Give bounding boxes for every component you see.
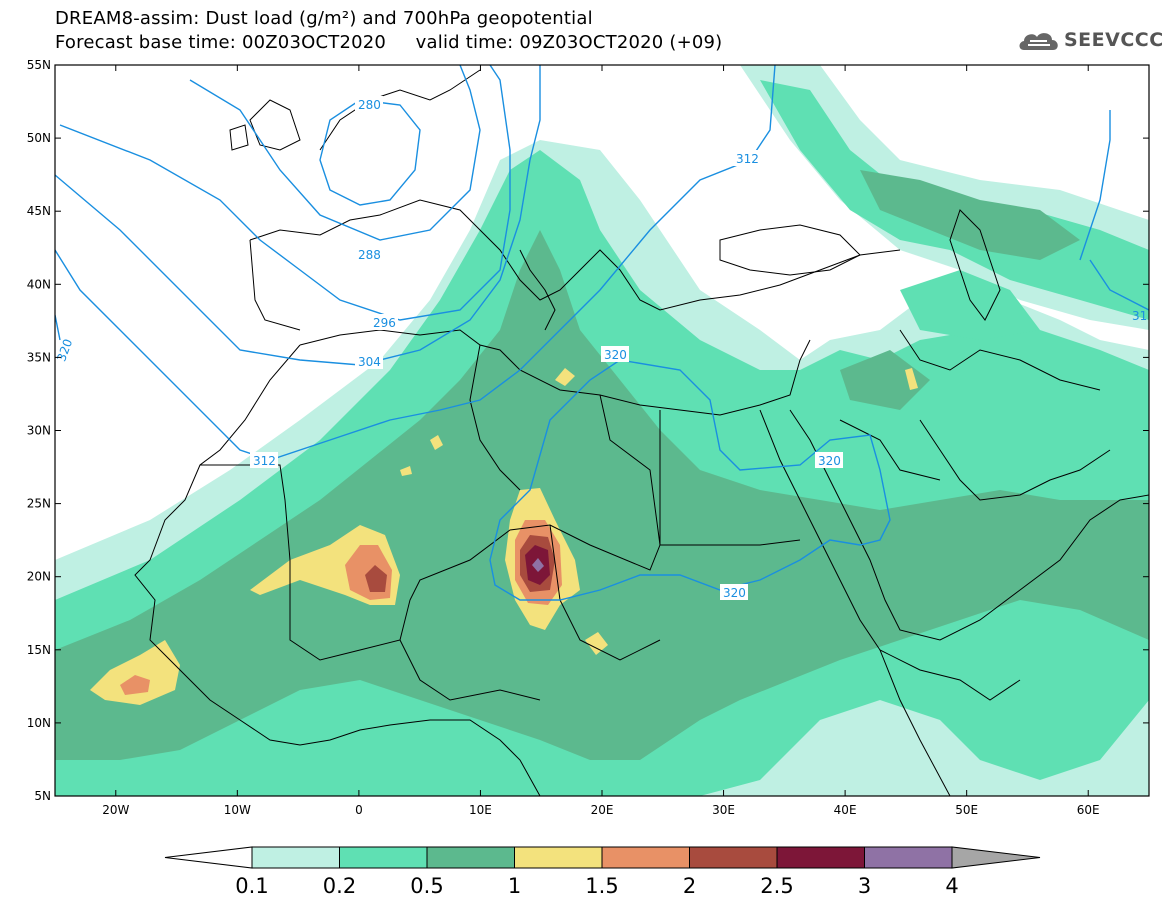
colorbar-over-arrow [951, 846, 1041, 869]
colorbar-label: 0.2 [323, 874, 356, 898]
colorbar-box [426, 846, 515, 869]
lat-tick-label: 35N [27, 350, 51, 364]
colorbar-under-arrow [164, 846, 253, 869]
colorbar-label: 2.5 [760, 874, 793, 898]
colorbar-box [514, 846, 603, 869]
colorbar-label: 4 [945, 874, 958, 898]
colorbar-label: 1 [508, 874, 521, 898]
colorbar-label: 1.5 [585, 874, 618, 898]
seevccc-logo: SEEVCCC [1016, 26, 1163, 56]
coastlines [134, 69, 1149, 796]
lon-tick-label: 20E [591, 803, 614, 817]
colorbar-box [251, 846, 340, 869]
lat-tick-label: 25N [27, 497, 51, 511]
lat-tick-label: 45N [27, 204, 51, 218]
lon-tick-label: 30E [712, 803, 735, 817]
contour-labels: 280 288 296 304 312 312 320 320 320 320 … [55, 96, 1147, 600]
cloud-icon [1019, 33, 1058, 50]
colorbar-box [339, 846, 428, 869]
svg-text:280: 280 [358, 98, 381, 112]
lon-tick-label: 10E [469, 803, 492, 817]
lat-tick-label: 5N [34, 789, 51, 803]
colorbar-label: 2 [683, 874, 696, 898]
lon-tick-label: 50E [955, 803, 978, 817]
colorbar-labels: 0.1 0.2 0.5 1 1.5 2 2.5 3 4 [235, 874, 958, 898]
colorbar-boxes [164, 846, 1041, 869]
longitude-axis: 20W 10W 0 10E 20E 30E 40E 50E 60E [102, 65, 1100, 817]
svg-text:31: 31 [1132, 309, 1147, 323]
svg-text:320: 320 [723, 586, 746, 600]
colorbar-label: 0.1 [235, 874, 268, 898]
svg-text:312: 312 [253, 454, 276, 468]
dust-map: 280 288 296 304 312 312 320 320 320 320 … [27, 58, 1150, 817]
svg-text:296: 296 [373, 316, 396, 330]
lon-tick-label: 10W [224, 803, 251, 817]
lat-tick-label: 30N [27, 424, 51, 438]
lon-tick-label: 0 [355, 803, 363, 817]
colorbar-label: 3 [858, 874, 871, 898]
lat-tick-label: 55N [27, 58, 51, 72]
lat-tick-label: 10N [27, 716, 51, 730]
lon-tick-label: 60E [1077, 803, 1100, 817]
lat-tick-label: 20N [27, 570, 51, 584]
lat-tick-label: 50N [27, 131, 51, 145]
lon-tick-label: 20W [102, 803, 129, 817]
colorbar-box [776, 846, 865, 869]
svg-text:312: 312 [736, 152, 759, 166]
lat-tick-label: 40N [27, 277, 51, 291]
svg-text:304: 304 [358, 355, 381, 369]
latitude-axis: 55N 50N 45N 40N 35N 30N 25N 20N 15N 10N 5N [27, 58, 1149, 803]
map-title: DREAM8-assim: Dust load (g/m²) and 700hP… [55, 8, 593, 29]
lat-tick-label: 15N [27, 643, 51, 657]
map-subtitle: Forecast base time: 00Z03OCT2020 valid t… [55, 32, 723, 53]
colorbar-box [864, 846, 953, 869]
lon-tick-label: 40E [834, 803, 857, 817]
colorbar-box [689, 846, 778, 869]
svg-text:320: 320 [818, 454, 841, 468]
dust-load-shading [55, 65, 1149, 796]
colorbar-box [601, 846, 690, 869]
geopotential-contours [55, 65, 1149, 601]
svg-text:288: 288 [358, 248, 381, 262]
svg-text:320: 320 [604, 348, 627, 362]
colorbar-label: 0.5 [410, 874, 443, 898]
